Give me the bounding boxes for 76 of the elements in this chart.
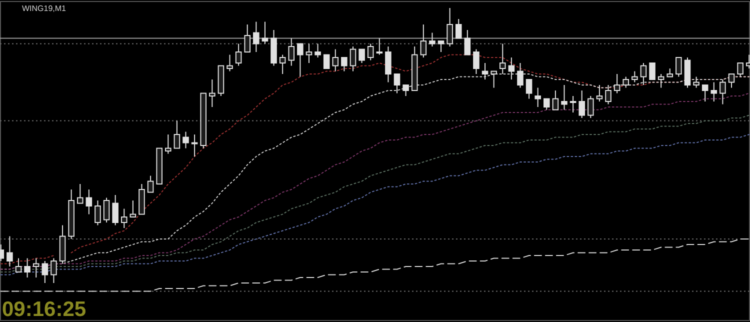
candlestick [640,62,647,86]
candlestick [614,74,620,94]
candlestick [306,43,312,64]
candlestick [385,46,392,83]
candlestick [165,134,172,154]
candlestick [174,120,180,149]
candlestick [112,194,118,226]
candlestick [526,79,532,100]
candlestick [253,21,260,52]
candlestick [394,74,400,94]
candlestick [42,260,48,284]
candlestick [50,258,57,284]
chart-title: WING19,M1 [22,4,67,13]
candlestick [358,48,365,64]
candlestick [191,134,198,157]
candlestick [737,62,744,78]
candlestick [120,208,128,228]
candlestick [429,32,436,47]
candlestick [544,98,550,110]
candlestick [279,54,286,74]
candlestick [702,84,708,102]
candlestick [720,79,726,105]
candlestick [420,24,427,58]
candlestick [649,62,656,80]
candlestick [728,74,735,88]
candlestick [438,40,444,52]
text: 09:16:25 [2,298,86,321]
candlestick [332,48,339,72]
candlestick [508,57,515,80]
candlestick [367,43,374,61]
candlestick [130,200,136,218]
candlestick [323,54,330,69]
candlestick [147,175,154,193]
candlestick [103,197,110,223]
candlestick [693,76,700,88]
candlestick [244,24,251,52]
candlestick [314,43,321,58]
candlestick [6,236,13,267]
candlestick [15,258,22,272]
candlestick [676,57,682,78]
candlestick [605,84,612,105]
candlestick [86,189,92,215]
candlestick [588,96,594,118]
candlestick [209,79,216,108]
candlestick [490,70,497,88]
candlestick [235,43,242,66]
candlestick [534,87,541,108]
candlestick [376,38,383,56]
candlestick [402,84,409,96]
candlestick [446,8,453,47]
candlestick [297,43,304,78]
candlestick [226,54,233,72]
candlestick [262,21,268,44]
candlestick [578,90,585,118]
candlestick [552,90,559,110]
candlestick [341,57,348,72]
candlestick [76,184,84,204]
candlestick [94,200,101,226]
candlestick [710,82,718,102]
candlestick [482,62,488,80]
candlestick [32,258,40,278]
candlestick [517,62,524,88]
candlestick [473,48,480,74]
candlestick [288,38,295,66]
candlestick [561,84,568,110]
candlestick [632,70,638,83]
candlestick [455,18,462,39]
candlestick [24,258,30,278]
candlestick [350,46,356,72]
candlestick [622,76,630,88]
candlestick [596,84,603,102]
candlestick [570,96,576,113]
candlestick [658,74,664,88]
candlestick [499,43,506,74]
candlestick [464,30,471,56]
candlestick [182,131,189,149]
